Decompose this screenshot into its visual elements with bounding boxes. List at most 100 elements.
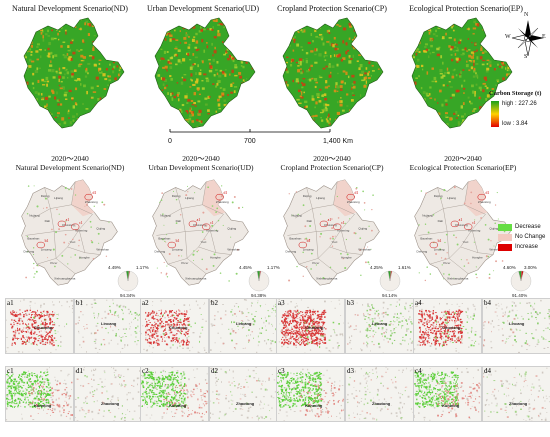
map-pixel (253, 61, 255, 64)
change-pixel (419, 342, 422, 344)
change-pixel (439, 325, 441, 327)
change-pixel (530, 312, 532, 314)
map-pixel (223, 103, 227, 107)
map-pixel (48, 64, 53, 67)
map-pixel (155, 25, 157, 27)
change-pixel (14, 315, 17, 318)
change-pixel (38, 327, 40, 328)
map-pixel (364, 105, 367, 107)
map-pixel (373, 54, 377, 58)
map-pixel (300, 71, 303, 75)
change-pixel (384, 335, 386, 338)
change-pixel (311, 329, 314, 332)
map-pixel (22, 109, 23, 111)
change-pixel (185, 331, 187, 334)
map-pixel (245, 60, 248, 64)
map-pixel (37, 20, 41, 24)
change-dot (435, 253, 438, 255)
change-pixel (297, 339, 299, 341)
map-pixel (67, 49, 71, 52)
change-pixel (151, 334, 154, 337)
change-pixel (440, 325, 443, 327)
map-pixel (77, 77, 81, 81)
change-pixel (422, 343, 425, 345)
map-pixel (462, 87, 466, 90)
change-dot (445, 233, 448, 236)
change-pixel (24, 381, 25, 383)
change-pixel (519, 329, 521, 331)
map-pixel (320, 116, 322, 119)
map-pixel (470, 66, 474, 70)
change-pixel (43, 310, 45, 313)
map-pixel (248, 38, 252, 42)
change-pixel (129, 328, 131, 330)
change-pixel (153, 311, 155, 313)
city-boundary (418, 208, 448, 236)
map-pixel (85, 67, 88, 71)
change-pixel (49, 323, 51, 325)
change-pixel (483, 344, 485, 347)
change-pixel (11, 398, 13, 400)
change-pixel (420, 313, 423, 316)
map-pixel (191, 79, 193, 82)
city-label: Lincang (434, 248, 445, 252)
map-pixel (373, 100, 376, 103)
change-pixel (145, 326, 146, 328)
change-pixel (393, 320, 394, 322)
change-pixel (491, 330, 492, 333)
change-pixel (30, 389, 32, 391)
map-pixel (457, 21, 460, 24)
map-pixel (432, 120, 436, 124)
change-pixel (302, 318, 305, 320)
change-pixel (48, 393, 50, 396)
change-pixel (17, 404, 20, 407)
change-pixel (459, 312, 461, 315)
change-pixel (371, 324, 373, 325)
change-pixel (470, 316, 472, 318)
map-pixel (311, 23, 314, 27)
map-pixel (225, 26, 229, 29)
change-pixel (169, 329, 171, 331)
change-pixel (292, 321, 294, 323)
change-pixel (398, 317, 400, 319)
change-pixel (35, 375, 38, 378)
map-pixel (244, 29, 247, 33)
city-label: Kunming (75, 229, 87, 233)
map-pixel (302, 29, 305, 31)
change-period-ud: 2020～2040 (182, 154, 220, 163)
change-pixel (306, 310, 308, 312)
change-pixel (502, 334, 504, 337)
change-pixel (48, 314, 51, 316)
change-pixel (298, 330, 300, 332)
map-pixel (430, 38, 433, 42)
map-pixel (222, 26, 226, 29)
change-pixel (410, 342, 413, 344)
change-pixel (315, 326, 318, 329)
map-pixel (412, 102, 415, 105)
change-pixel (173, 324, 176, 326)
map-pixel (36, 106, 39, 109)
change-pixel (93, 312, 95, 315)
change-pixel (11, 337, 13, 339)
change-pixel (98, 312, 100, 315)
change-pixel (41, 386, 43, 388)
map-pixel (482, 59, 486, 62)
map-pixel (257, 79, 260, 81)
change-pixel (150, 331, 152, 333)
map-pixel (242, 49, 244, 51)
change-pixel (153, 326, 155, 329)
change-pixel (444, 324, 446, 327)
change-pixel (288, 310, 290, 312)
change-pixel (448, 336, 450, 338)
change-pixel (395, 305, 397, 307)
change-dot (175, 198, 178, 201)
change-pixel (165, 323, 167, 326)
change-pixel (124, 346, 126, 348)
change-pixel (547, 327, 549, 329)
change-pixel (31, 385, 33, 387)
change-pixel (535, 329, 538, 331)
city-boundary (163, 187, 182, 219)
change-pixel (297, 321, 299, 323)
city-label: Dehong (24, 250, 35, 254)
map-pixel (368, 20, 373, 22)
